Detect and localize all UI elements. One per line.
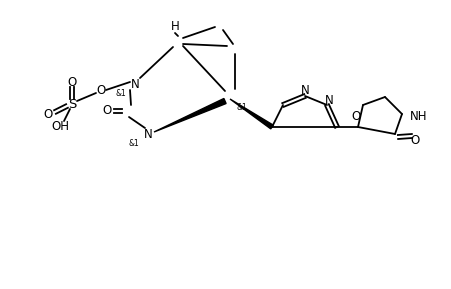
Text: O: O [43, 108, 52, 121]
Polygon shape [230, 99, 273, 129]
Text: N: N [143, 127, 152, 140]
Text: &1: &1 [129, 140, 139, 149]
Text: O: O [410, 134, 419, 147]
Text: NH: NH [409, 110, 427, 123]
Text: O: O [67, 75, 77, 88]
Text: O: O [350, 110, 360, 123]
Text: H: H [170, 21, 179, 34]
Polygon shape [154, 99, 226, 132]
Text: &1: &1 [236, 103, 247, 112]
Text: O: O [96, 84, 106, 97]
Text: N: N [130, 77, 139, 90]
Text: &1: &1 [115, 90, 126, 99]
Text: OH: OH [51, 121, 69, 134]
Text: N: N [324, 94, 333, 107]
Text: O: O [102, 105, 111, 118]
Text: S: S [68, 97, 76, 110]
Text: N: N [300, 84, 308, 97]
